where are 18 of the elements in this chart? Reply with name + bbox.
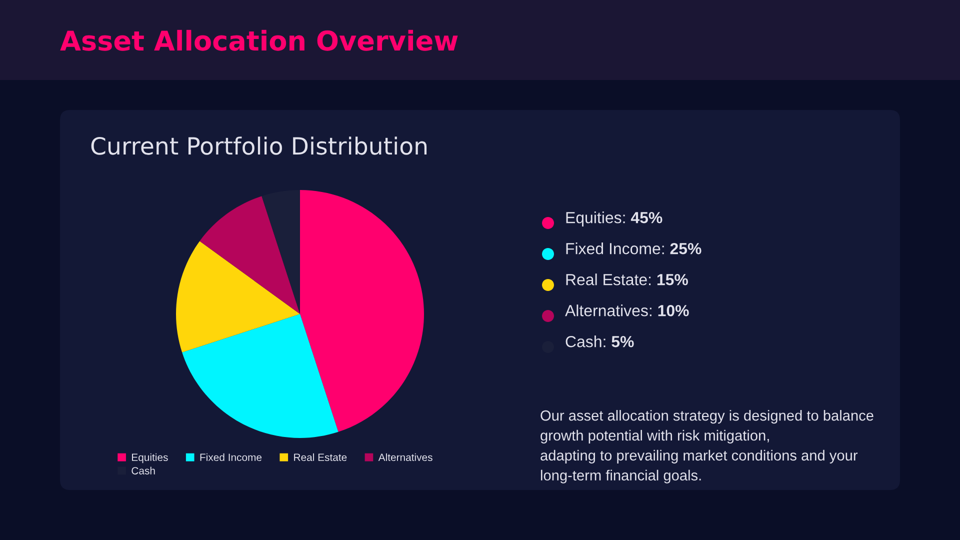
pie-slice <box>300 190 424 432</box>
text: Equities: 45% <box>566 212 662 226</box>
chart-title: Asset Allocation Overview <box>60 30 458 51</box>
text: Our asset allocation strategy is designed to balance growth potential with risk mitigation, adapting to prevailing market conditions and your long-term financial goals. <box>540 410 874 484</box>
legend-label: Fixed Income <box>200 453 262 462</box>
legend-label: Equities <box>132 453 168 464</box>
text: Fixed Income: 25% <box>566 242 702 254</box>
chart-subtitle: Current Portfolio Distribution <box>91 136 427 155</box>
text: Alternatives: 10% <box>565 304 689 316</box>
pie-slice <box>182 314 338 438</box>
text: Cash: 5% <box>566 336 634 348</box>
legend-label: Alternatives <box>378 453 432 462</box>
pie-slice <box>262 190 300 314</box>
legend-label: Cash <box>132 466 155 474</box>
text: Real Estate: 15% <box>566 274 688 286</box>
legend-label: Real Estate <box>294 453 347 462</box>
pie-slice <box>176 241 300 352</box>
pie-slice <box>200 196 300 314</box>
